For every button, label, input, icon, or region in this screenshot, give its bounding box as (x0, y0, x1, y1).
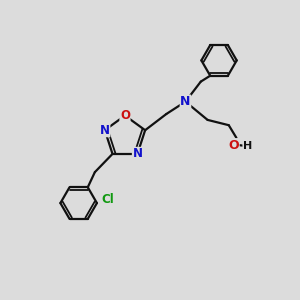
Text: N: N (132, 147, 142, 161)
Text: H: H (243, 141, 252, 152)
Text: O: O (120, 109, 130, 122)
Text: N: N (180, 95, 191, 108)
Text: Cl: Cl (102, 193, 115, 206)
Text: O: O (228, 139, 239, 152)
Text: N: N (100, 124, 110, 137)
